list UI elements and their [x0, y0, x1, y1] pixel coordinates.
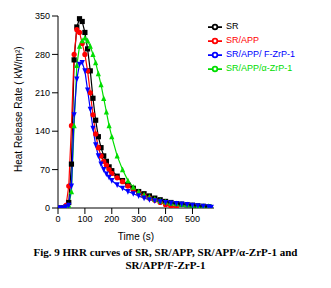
- svg-text:280: 280: [35, 50, 50, 60]
- svg-text:70: 70: [40, 165, 50, 175]
- svg-text:Time (s): Time (s): [118, 231, 154, 242]
- svg-text:140: 140: [35, 126, 50, 136]
- svg-text:Heat Release Rate ( kW/m²): Heat Release Rate ( kW/m²): [13, 46, 24, 172]
- svg-text:350: 350: [35, 11, 50, 21]
- svg-text:400: 400: [158, 214, 173, 224]
- html-text:SR/APP/α-ZrP-1: SR/APP/α-ZrP-1: [226, 63, 293, 74]
- svg-text:300: 300: [131, 214, 146, 224]
- svg-text:100: 100: [77, 214, 92, 224]
- svg-text:0: 0: [55, 214, 60, 224]
- svg-text:200: 200: [104, 214, 119, 224]
- html-text:SR: SR: [226, 21, 239, 32]
- svg-text:0: 0: [45, 203, 50, 213]
- svg-text:210: 210: [35, 88, 50, 98]
- html-text:Fig. 9 HRR curves of SR, SR/AP: Fig. 9 HRR curves of SR, SR/APP, SR/APP/…: [33, 246, 298, 271]
- html-text:SR/APP: SR/APP: [226, 35, 259, 46]
- svg-text:500: 500: [185, 214, 200, 224]
- html-text:SR/APP/ F-ZrP-1: SR/APP/ F-ZrP-1: [226, 49, 295, 60]
